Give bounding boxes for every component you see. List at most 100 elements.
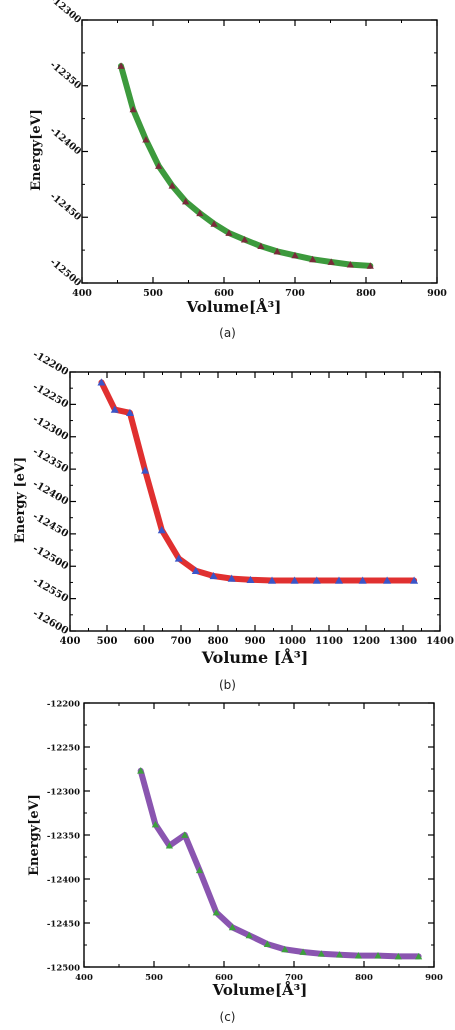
data-point-marker [110,405,119,413]
data-point-marker [415,952,423,960]
data-point-marker [181,831,189,838]
data-point-marker [97,378,106,386]
y-tick-label: -12350 [47,832,80,842]
data-point-marker [210,220,218,227]
data-point-marker [191,566,200,574]
y-tick-label: -12200 [47,700,80,710]
data-point-marker [410,576,419,584]
y-tick-label: -12550 [31,576,70,605]
data-point-marker [334,576,343,584]
caption-c: (c) [219,1010,236,1024]
x-tick-label: 900 [427,288,447,299]
data-point-marker [195,866,204,874]
data-point-marker [291,251,299,259]
data-point-marker [137,767,145,774]
y-axis-title: Energy[eV] [29,109,44,191]
y-tick-label: -12400 [31,479,70,508]
data-point-marker [196,209,204,217]
series-line [98,379,418,584]
data-point-marker [366,262,374,269]
data-point-marker [290,576,299,584]
data-point-marker [155,162,163,169]
y-tick-label: -12300 [31,414,70,443]
x-tick-label: 1300 [389,636,417,647]
x-tick-label: 1400 [426,636,454,647]
data-point-marker [240,236,249,243]
y-tick-label: -12450 [48,191,84,223]
caption-a: (a) [219,326,236,340]
x-tick-label: 1100 [315,636,343,647]
data-point-marker [335,951,344,958]
y-tick-label: -12350 [48,59,84,91]
y-tick-label: -12300 [48,0,84,26]
data-point-marker [312,576,321,584]
data-point-marker [165,841,173,849]
y-tick-label: -12350 [31,446,70,475]
y-tick-label: -12600 [31,608,70,637]
chart-panel-b: 400 500 600 700 800 900 1000 1100 1200 1300 1400 -1… [0,345,455,692]
x-tick-label: 800 [208,636,229,647]
x-tick-label: 900 [245,636,266,647]
y-tick-label: -12200 [31,349,70,378]
x-tick-label: 500 [145,973,163,983]
x-tick-label: 700 [285,288,305,299]
data-point-marker [174,554,183,562]
data-point-marker [374,951,382,959]
data-point-marker [383,576,392,584]
data-point-marker [141,466,150,474]
data-point-marker [263,940,271,947]
data-point-marker [209,571,218,580]
y-tick-label: -12400 [48,125,84,157]
data-point-marker [309,255,317,263]
x-tick-label: 900 [425,973,443,983]
y-tick-label: -12450 [47,920,80,930]
y-tick-label: -12250 [47,744,80,754]
x-tick-label: 500 [143,288,163,299]
chart-panel-a: 400 500 600 700 800 900 -12500 -12450 -12400 -123… [0,0,455,345]
data-point-marker [182,197,190,205]
data-point-marker [354,951,362,959]
data-point-marker [142,136,150,143]
x-tick-label: 600 [134,636,155,647]
x-tick-label: 700 [285,973,303,983]
data-point-marker [281,945,289,953]
x-tick-label: 800 [355,973,373,983]
x-tick-label: 600 [215,973,233,983]
y-tick-label: -12300 [47,788,80,798]
data-point-marker [246,575,255,584]
x-tick-label: 400 [72,288,92,299]
y-tick-label: -12400 [47,876,80,886]
plot-frame [83,702,435,968]
x-tick-label: 600 [214,288,234,299]
y-tick-label: -12500 [47,964,80,974]
data-point-marker [245,931,253,939]
x-axis-title: Volume[Å³] [186,298,282,316]
data-point-marker [317,950,325,957]
y-tick-label: -12500 [31,543,70,572]
x-tick-label: 800 [356,288,376,299]
y-axis-title: Energy [eV] [13,457,28,543]
data-point-marker [273,247,281,255]
x-tick-label: 1200 [352,636,380,647]
data-point-marker [151,820,159,828]
x-tick-label: 1000 [278,636,306,647]
chart-panel-c: 400 500 600 700 800 900 -12500 -12450 -12400 -123… [0,690,455,1030]
x-axis-title: Volume[Å³] [212,981,308,999]
x-tick-label: 400 [60,636,81,647]
y-axis-title: Energy[eV] [27,794,42,876]
data-point-marker [228,923,236,931]
caption-b: (b) [219,678,236,692]
y-tick-label: -12450 [31,511,70,540]
data-point-marker [327,258,335,265]
data-point-marker [129,105,137,113]
energy-volume-chart-b: 400 500 600 700 800 900 1000 1100 1200 1300 1400 -1… [13,349,454,667]
series-line [137,767,422,960]
data-point-marker [157,525,166,534]
data-point-marker [268,576,277,584]
data-point-marker [212,908,220,916]
energy-volume-chart-a: 400 500 600 700 800 900 -12500 -12450 -12400 -123… [29,0,447,316]
data-point-marker [257,242,265,250]
data-point-marker [346,260,354,268]
data-point-marker [358,576,367,584]
x-axis-title: Volume [Å³] [201,646,309,667]
